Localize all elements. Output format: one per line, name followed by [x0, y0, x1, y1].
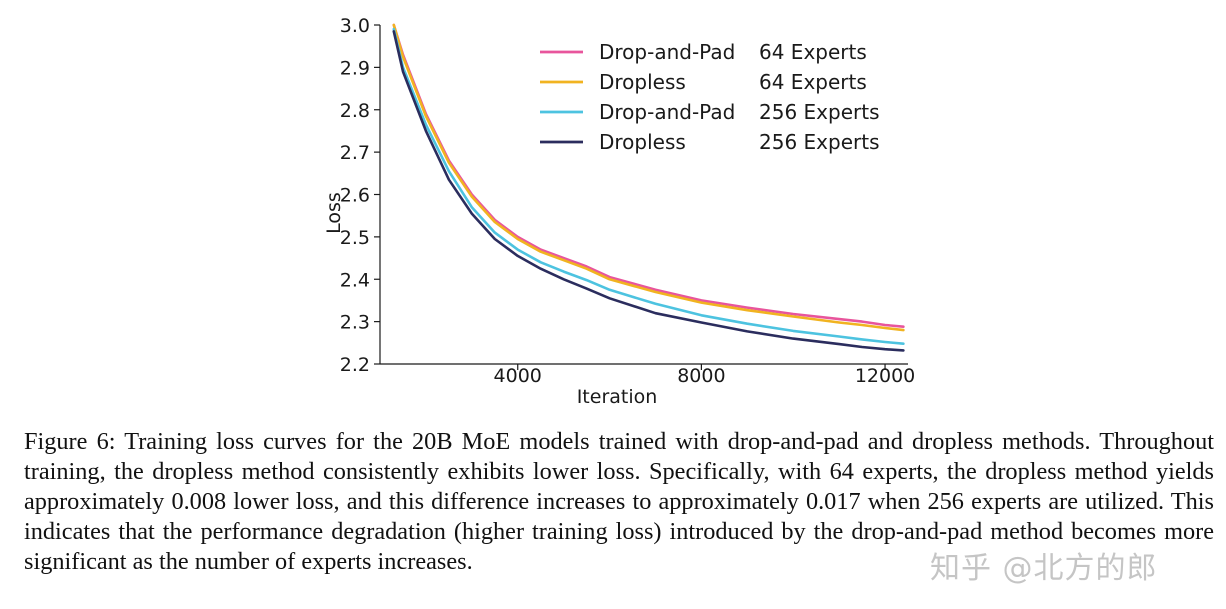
- y-tick-label: 2.7: [340, 142, 370, 164]
- legend-label-0: Drop-and-Pad: [599, 40, 735, 64]
- y-tick-label: 2.8: [340, 100, 370, 122]
- y-tick-label: 2.9: [340, 57, 370, 79]
- legend-experts-1: 64 Experts: [759, 70, 867, 94]
- y-tick-label: 2.4: [340, 269, 370, 291]
- y-tick-label: 2.2: [340, 354, 370, 376]
- legend-label-2: Drop-and-Pad: [599, 100, 735, 124]
- x-tick-label: 4000: [494, 365, 542, 387]
- legend-label-1: Dropless: [599, 70, 686, 94]
- legend-experts-2: 256 Experts: [759, 100, 880, 124]
- y-tick-label: 2.6: [340, 185, 370, 207]
- series-line-1: [392, 23, 905, 332]
- loss-chart-svg: 2.2 2.3 2.4 2.5 2.6 2.7 2.8 2.9 3.0 4000 8000 12000…: [323, 15, 915, 408]
- series-line-2: [392, 27, 905, 345]
- x-axis-label: Iteration: [577, 386, 658, 408]
- series-line-3: [392, 30, 905, 352]
- y-tick-label: 3.0: [340, 15, 370, 37]
- y-axis-label: Loss: [323, 192, 345, 234]
- legend-experts-3: 256 Experts: [759, 130, 880, 154]
- legend-label-3: Dropless: [599, 130, 686, 154]
- y-tick-label: 2.5: [340, 227, 370, 249]
- series-layer: [392, 23, 905, 352]
- loss-chart: 2.2 2.3 2.4 2.5 2.6 2.7 2.8 2.9 3.0 4000 8000 12000…: [323, 15, 915, 408]
- x-tick-label: 12000: [855, 365, 915, 387]
- y-tick-label: 2.3: [340, 312, 370, 334]
- figure-caption: Figure 6: Training loss curves for the 2…: [24, 428, 1214, 575]
- legend: Drop-and-Pad 64 Experts Dropless 64 Experts…: [540, 40, 880, 154]
- watermark: 知乎 @北方的郎: [930, 551, 1158, 586]
- x-tick-label: 8000: [677, 365, 725, 387]
- tick-layer: 2.2 2.3 2.4 2.5 2.6 2.7 2.8 2.9 3.0 4000 8000 12000: [340, 15, 915, 387]
- legend-experts-0: 64 Experts: [759, 40, 867, 64]
